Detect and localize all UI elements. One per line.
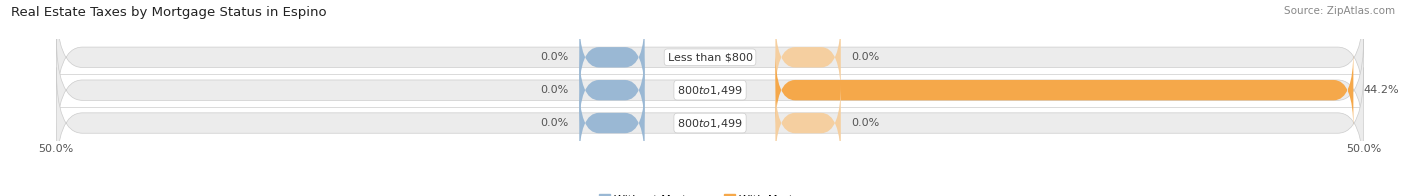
- Text: 0.0%: 0.0%: [851, 118, 880, 128]
- FancyBboxPatch shape: [579, 51, 644, 129]
- Legend: Without Mortgage, With Mortgage: Without Mortgage, With Mortgage: [595, 190, 825, 196]
- FancyBboxPatch shape: [776, 18, 841, 96]
- FancyBboxPatch shape: [776, 84, 841, 162]
- Text: 0.0%: 0.0%: [540, 85, 569, 95]
- Text: Source: ZipAtlas.com: Source: ZipAtlas.com: [1284, 6, 1395, 16]
- FancyBboxPatch shape: [579, 84, 644, 162]
- Text: 44.2%: 44.2%: [1364, 85, 1399, 95]
- FancyBboxPatch shape: [56, 35, 1364, 146]
- Text: $800 to $1,499: $800 to $1,499: [678, 117, 742, 130]
- Text: 0.0%: 0.0%: [851, 52, 880, 62]
- Text: Less than $800: Less than $800: [668, 52, 752, 62]
- FancyBboxPatch shape: [579, 18, 644, 96]
- FancyBboxPatch shape: [56, 2, 1364, 113]
- FancyBboxPatch shape: [56, 67, 1364, 179]
- Text: $800 to $1,499: $800 to $1,499: [678, 84, 742, 97]
- Text: Real Estate Taxes by Mortgage Status in Espino: Real Estate Taxes by Mortgage Status in …: [11, 6, 326, 19]
- Text: 0.0%: 0.0%: [540, 52, 569, 62]
- Text: 0.0%: 0.0%: [540, 118, 569, 128]
- FancyBboxPatch shape: [776, 51, 1354, 129]
